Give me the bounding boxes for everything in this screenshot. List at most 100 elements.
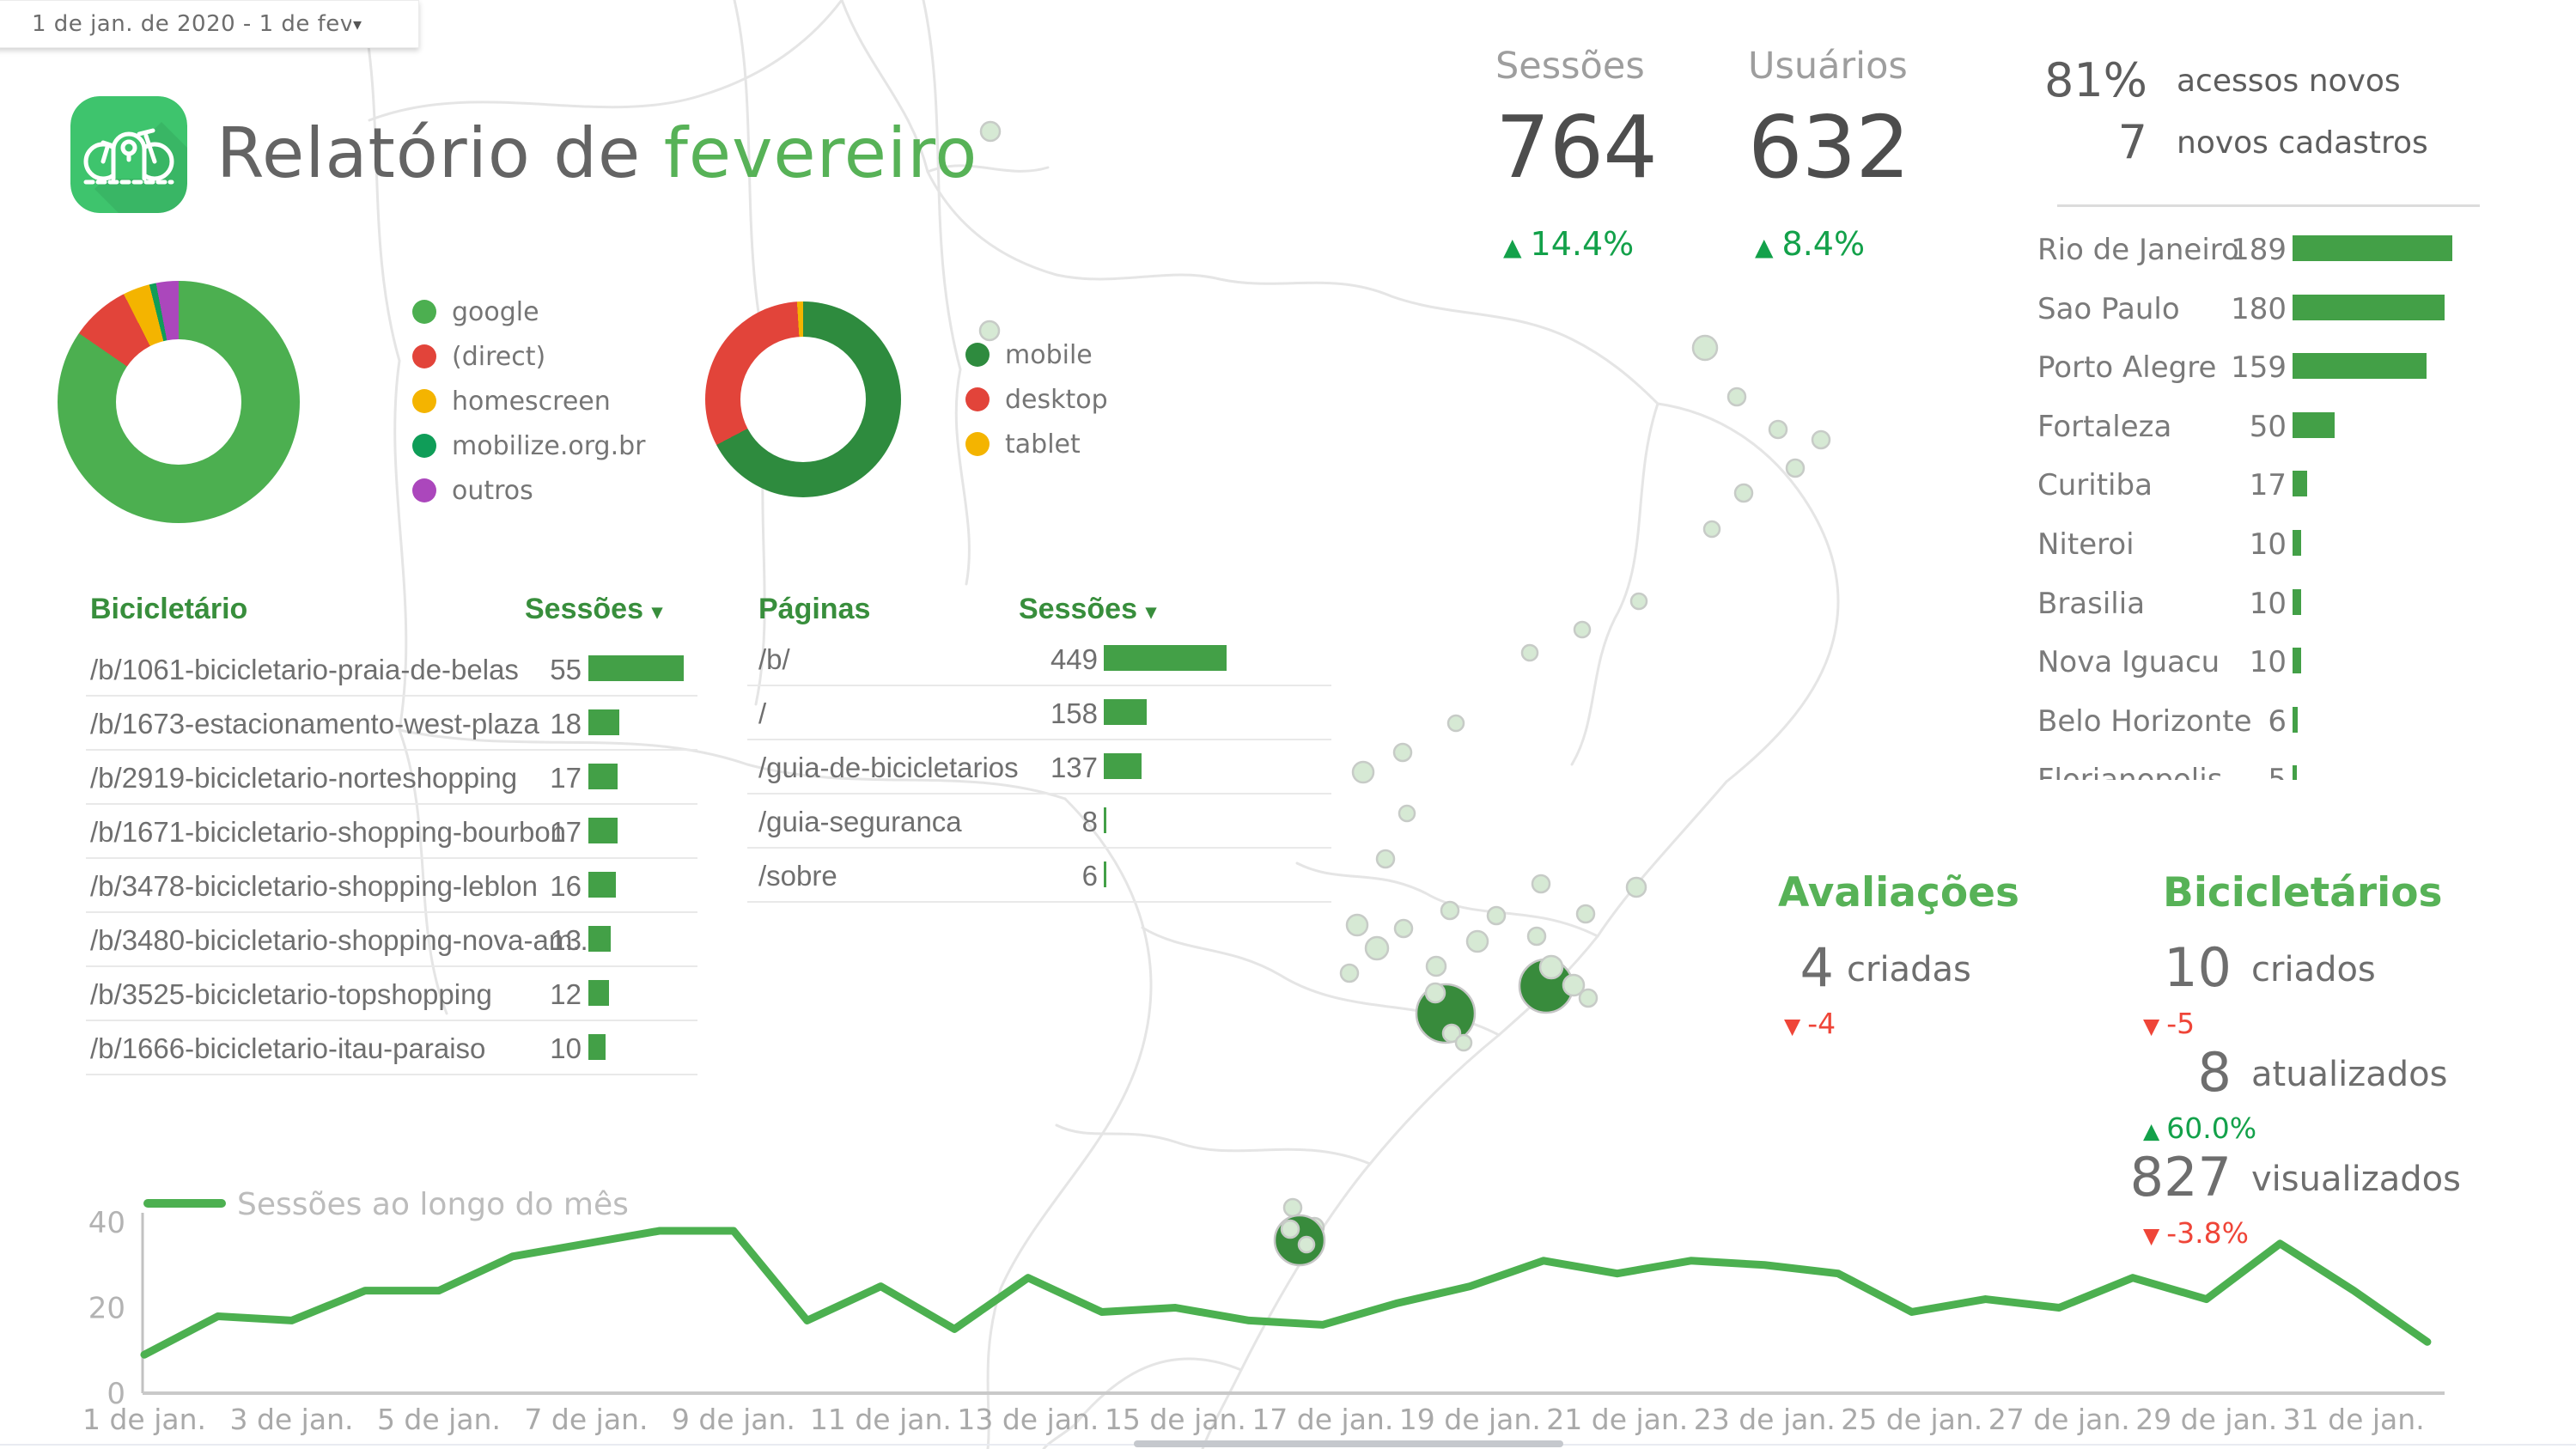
city-value: 17 xyxy=(2249,468,2287,503)
x-tick-label: 7 de jan. xyxy=(524,1403,648,1436)
city-bar xyxy=(2293,411,2335,438)
row-name: /b/1673-estacionamento-west-plaza xyxy=(90,708,539,740)
city-value: 6 xyxy=(2268,703,2287,739)
row-name: /b/2919-bicicletario-norteshopping xyxy=(90,762,518,794)
bicicletario-sort-header[interactable]: Sessões ▾ xyxy=(525,593,662,626)
down-arrow-icon: ▼ xyxy=(2143,1223,2160,1248)
row-value: 10 xyxy=(550,1032,582,1064)
new-signups-label: novos cadastros xyxy=(2177,125,2428,161)
sessions-line-series xyxy=(140,1227,2432,1359)
table-row: /b/1666-bicicletario-itau-paraiso 10 xyxy=(86,1020,697,1075)
geo-bubble-small xyxy=(1562,973,1586,997)
row-value: 16 xyxy=(550,870,582,902)
geo-bubble-small xyxy=(1625,876,1647,898)
row-value: 17 xyxy=(550,816,582,848)
session-geo-bubbles xyxy=(978,120,1831,1267)
date-range-selector[interactable]: 1 de jan. de 2020 - 1 de fev. de 20 ▾ xyxy=(0,0,419,48)
users-kpi-label: Usuários xyxy=(1748,45,1908,88)
row-value: 137 xyxy=(1050,752,1098,783)
x-tick-label: 27 de jan. xyxy=(1988,1403,2130,1436)
row-value: 449 xyxy=(1050,643,1098,675)
legend-color-dot xyxy=(412,344,436,368)
criados-label: criados xyxy=(2251,950,2376,989)
y-tick-label: 0 xyxy=(107,1377,125,1411)
row-bar xyxy=(588,926,611,952)
row-bar xyxy=(1104,699,1147,725)
delta-value: 60.0% xyxy=(2166,1111,2257,1145)
geo-bubble-small xyxy=(1392,742,1413,763)
city-bar xyxy=(2293,294,2445,320)
bicicletarios-heading: Bicicletários xyxy=(2163,869,2443,916)
row-value: 12 xyxy=(550,978,582,1010)
pages-sort-header[interactable]: Sessões ▾ xyxy=(1019,593,1156,626)
city-bar xyxy=(2293,706,2298,733)
geo-bubble-small xyxy=(1531,874,1551,894)
sort-desc-icon: ▾ xyxy=(1146,600,1157,624)
geo-bubble-small xyxy=(1486,905,1507,926)
legend-item: outros xyxy=(412,468,645,513)
atualizados-delta: ▲ 60.0% xyxy=(2143,1111,2256,1145)
pages-table-header: Páginas xyxy=(758,593,871,625)
geo-bubble-small xyxy=(1573,620,1592,639)
city-bar xyxy=(2293,353,2427,380)
table-row: / 158 xyxy=(747,685,1331,740)
city-name: Florianopolis xyxy=(2037,763,2222,780)
y-tick-label: 20 xyxy=(88,1292,125,1326)
city-value: 10 xyxy=(2249,527,2287,562)
row-value: 17 xyxy=(550,762,582,794)
geo-bubble-small xyxy=(1297,1235,1316,1254)
city-value: 159 xyxy=(2231,350,2287,386)
legend-color-dot xyxy=(412,478,436,502)
geo-bubble-small xyxy=(1345,913,1369,937)
geo-bubble-small xyxy=(1629,592,1648,611)
criados-value: 10 xyxy=(2164,936,2232,999)
table-row: /b/3480-bicicletario-shopping-nova-am...… xyxy=(86,911,697,967)
legend-label: desktop xyxy=(1005,384,1108,415)
city-name: Sao Paulo xyxy=(2037,291,2180,326)
traffic-sources-legend: google (direct) homescreen mobilize.org.br o… xyxy=(412,289,645,513)
delta-value: 8.4% xyxy=(1781,225,1866,263)
legend-label: homescreen xyxy=(452,386,611,417)
row-name: /b/1061-bicicletario-praia-de-belas xyxy=(90,654,519,685)
x-tick-label: 1 de jan. xyxy=(82,1403,206,1436)
geo-bubble-small xyxy=(1578,988,1599,1008)
row-bar xyxy=(588,764,618,789)
page-title-month: fevereiro xyxy=(663,113,978,193)
visualizados-value: 827 xyxy=(2129,1146,2232,1209)
geo-bubble-small xyxy=(1441,1023,1462,1044)
legend-color-dot xyxy=(965,432,990,456)
traffic-sources-donut-chart xyxy=(58,281,300,523)
city-name: Curitiba xyxy=(2037,468,2153,503)
city-row: Niteroi 10 xyxy=(2037,515,2518,575)
table-row: /b/3525-bicicletario-topshopping 12 xyxy=(86,965,697,1021)
horizontal-scrollbar-thumb[interactable] xyxy=(1134,1440,1563,1447)
row-name: /b/3478-bicicletario-shopping-leblon xyxy=(90,870,538,902)
row-value: 158 xyxy=(1050,697,1098,729)
x-tick-label: 31 de jan. xyxy=(2283,1403,2425,1436)
geo-bubble-small xyxy=(1768,419,1788,440)
x-tick-label: 25 de jan. xyxy=(1841,1403,1982,1436)
city-bar xyxy=(2293,530,2301,556)
city-value: 10 xyxy=(2249,586,2287,621)
geo-bubble-small xyxy=(1538,954,1564,980)
up-arrow-icon: ▲ xyxy=(1503,233,1522,261)
x-tick-label: 13 de jan. xyxy=(957,1403,1099,1436)
new-access-value: 81% xyxy=(2043,53,2147,107)
new-access-label: acessos novos xyxy=(2177,64,2401,99)
city-name: Fortaleza xyxy=(2037,409,2172,444)
donut-hole xyxy=(740,337,866,462)
legend-color-dot xyxy=(965,343,990,367)
geo-bubble-small xyxy=(1811,429,1831,450)
legend-label: google xyxy=(452,296,539,327)
geo-bubble-small xyxy=(1375,849,1396,869)
row-name: /b/3480-bicicletario-shopping-nova-am... xyxy=(90,924,596,956)
bicicletario-table-header: Bicicletário xyxy=(90,593,248,625)
table-row: /sobre 6 xyxy=(747,847,1331,903)
visualizados-label: visualizados xyxy=(2251,1160,2461,1199)
geo-bubble-small xyxy=(1691,334,1719,362)
table-row: /guia-seguranca 8 xyxy=(747,793,1331,849)
city-row: Rio de Janeiro 189 xyxy=(2037,221,2518,280)
page-title-prefix: Relatório de xyxy=(216,113,642,193)
geo-bubble-small xyxy=(1425,955,1447,977)
